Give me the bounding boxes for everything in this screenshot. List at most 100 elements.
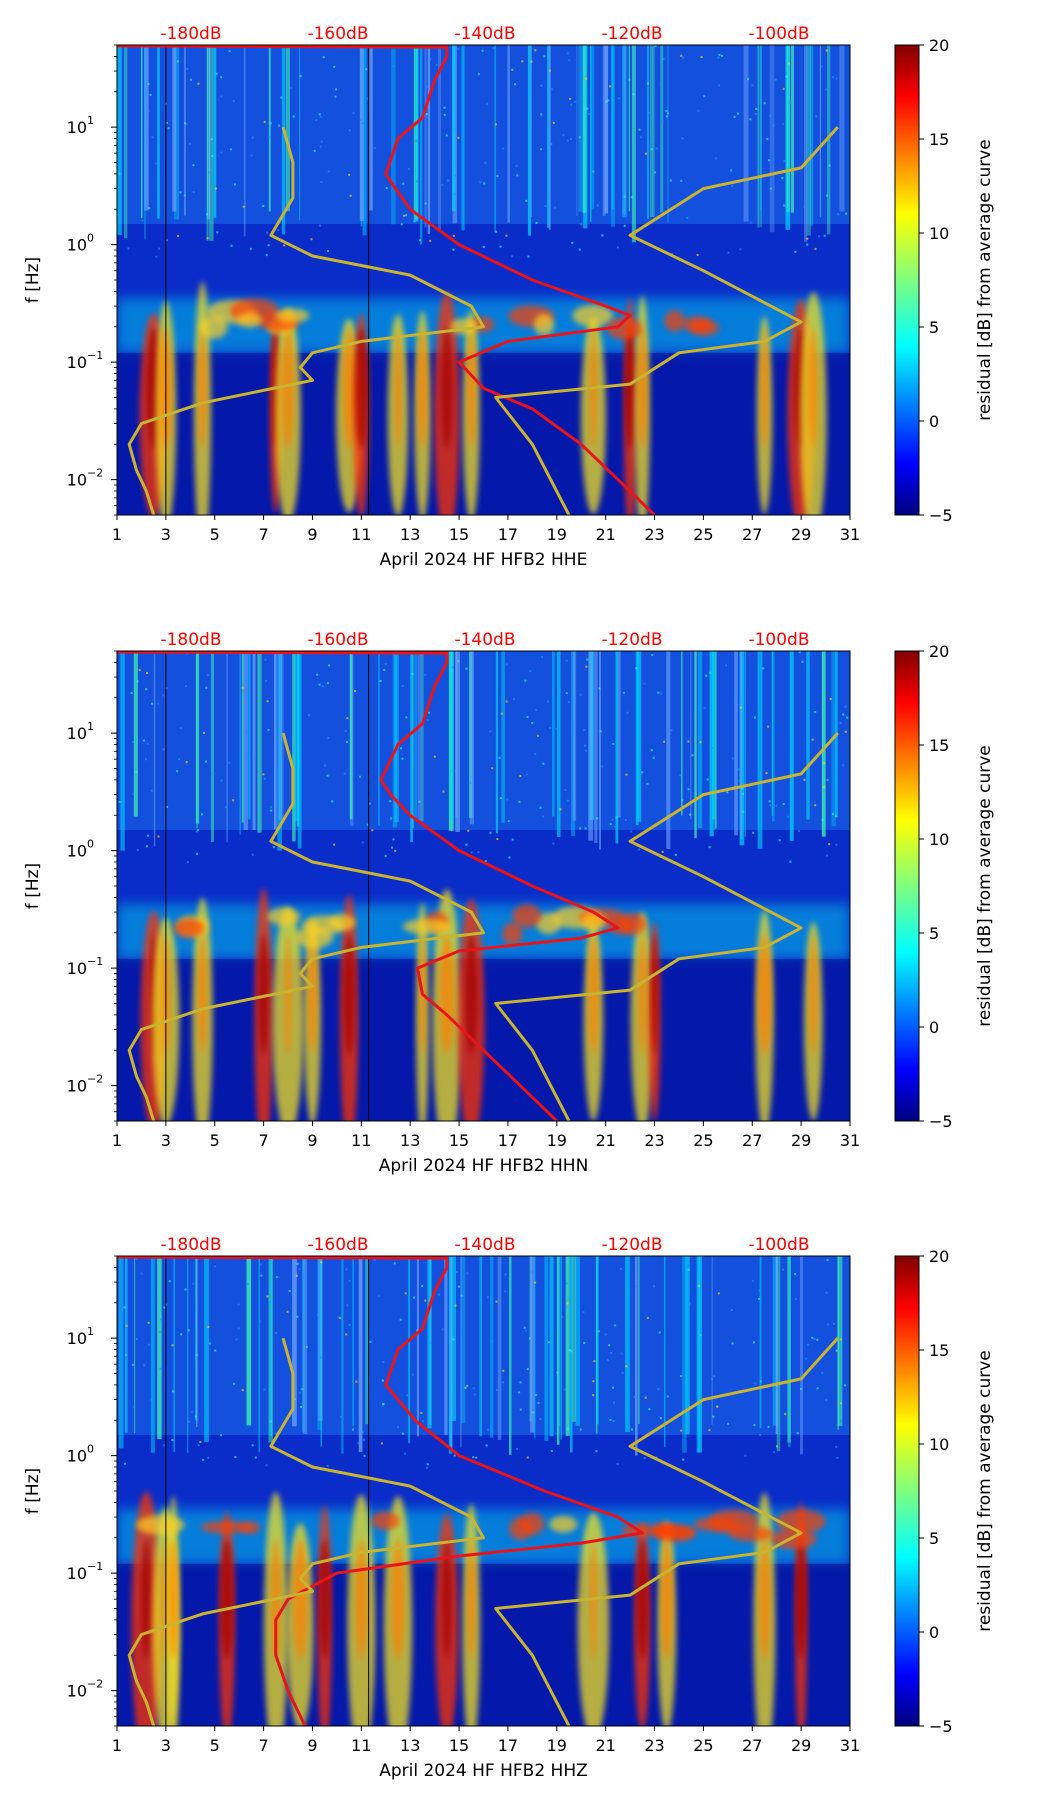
- speckle: [535, 708, 538, 711]
- speckle: [165, 239, 168, 242]
- speckle: [118, 800, 121, 803]
- speckle: [605, 100, 608, 103]
- speckle: [234, 1455, 237, 1458]
- speckle: [467, 829, 470, 832]
- speckle: [646, 1316, 649, 1319]
- hf-streak: [589, 45, 592, 223]
- hf-streak: [602, 45, 606, 216]
- speckle: [738, 779, 741, 782]
- hf-streak: [534, 1256, 536, 1439]
- speckle: [609, 1418, 612, 1421]
- storm-core: [624, 328, 636, 449]
- speckle: [531, 1270, 534, 1273]
- speckle: [307, 714, 310, 717]
- y-tick-label: 10: [67, 118, 87, 137]
- speckle: [839, 1338, 842, 1341]
- speckle: [565, 1282, 568, 1285]
- speckle: [292, 115, 295, 118]
- x-tick-label: 15: [449, 1131, 469, 1150]
- hf-streak: [392, 651, 398, 828]
- hf-streak: [157, 1256, 162, 1440]
- speckle: [346, 1304, 349, 1307]
- low-band-shade: [117, 1563, 850, 1726]
- x-tick-label: 3: [161, 1736, 171, 1755]
- speckle: [614, 1324, 617, 1327]
- db-scale-label: -140dB: [454, 1235, 515, 1255]
- speckle: [151, 136, 154, 139]
- speckle: [241, 686, 244, 689]
- microseism-blob: [509, 1517, 532, 1541]
- speckle: [568, 1349, 571, 1352]
- hf-streak: [548, 45, 551, 230]
- speckle: [433, 755, 436, 758]
- speckle: [500, 712, 503, 715]
- hf-streak: [195, 651, 200, 824]
- speckle: [242, 205, 245, 208]
- speckle: [561, 1315, 564, 1318]
- olive-curve-right: [494, 126, 839, 515]
- speckle: [540, 84, 543, 87]
- speckle: [809, 158, 812, 161]
- speckle: [197, 82, 200, 85]
- speckle: [542, 762, 545, 765]
- speckle: [298, 1268, 301, 1271]
- speckle: [526, 1456, 529, 1459]
- speckle: [483, 182, 486, 185]
- hf-streak: [572, 651, 577, 821]
- y-axis-label: f [Hz]: [23, 257, 43, 303]
- hf-streak: [611, 45, 614, 210]
- hf-streak: [349, 651, 353, 820]
- speckle: [246, 756, 249, 759]
- hf-streak: [590, 45, 595, 210]
- x-tick-label: 23: [644, 525, 664, 544]
- speckle: [232, 1382, 235, 1385]
- colorbar-tick-label: 0: [929, 1018, 939, 1037]
- hf-streak: [800, 1256, 803, 1455]
- speckle: [405, 214, 408, 217]
- storm-core: [220, 1539, 234, 1660]
- speckle: [352, 1428, 355, 1431]
- speckle: [293, 1397, 296, 1400]
- speckle: [705, 674, 708, 677]
- speckle: [571, 727, 574, 730]
- speckle: [457, 660, 460, 663]
- speckle: [205, 760, 208, 763]
- speckle: [184, 122, 187, 125]
- speckle: [140, 1272, 143, 1275]
- colorbar-tick-label: 10: [929, 224, 949, 243]
- speckle: [844, 730, 847, 733]
- speckle: [579, 222, 582, 225]
- speckle: [191, 1410, 194, 1413]
- speckle: [220, 76, 223, 79]
- speckle: [195, 830, 198, 833]
- speckle: [782, 803, 785, 806]
- db-scale-label: -180dB: [160, 1235, 221, 1255]
- speckle: [526, 1368, 529, 1371]
- speckle: [155, 162, 158, 165]
- speckle: [348, 1279, 351, 1282]
- speckle: [763, 102, 766, 105]
- hf-streak: [204, 1256, 209, 1442]
- y-tick-exponent: −1: [87, 1560, 103, 1573]
- hf-streak: [556, 1256, 560, 1445]
- x-tick-label: 19: [547, 1131, 567, 1150]
- speckle: [274, 1432, 277, 1435]
- speckle: [528, 1337, 531, 1340]
- db-scale-label: -180dB: [160, 24, 221, 44]
- speckle: [275, 1276, 278, 1279]
- speckle: [641, 771, 644, 774]
- storm-core: [809, 934, 818, 1055]
- speckle: [419, 239, 422, 242]
- speckle: [833, 1322, 836, 1325]
- speckle: [319, 1356, 322, 1359]
- speckle: [328, 664, 331, 667]
- speckle: [825, 194, 828, 197]
- db-scale-label: -120dB: [601, 24, 662, 44]
- speckle: [643, 1457, 646, 1460]
- speckle: [548, 69, 551, 72]
- storm-core: [759, 1539, 770, 1660]
- storm-core: [258, 934, 269, 1055]
- speckle: [411, 672, 414, 675]
- speckle: [214, 1265, 217, 1268]
- speckle: [209, 1342, 212, 1345]
